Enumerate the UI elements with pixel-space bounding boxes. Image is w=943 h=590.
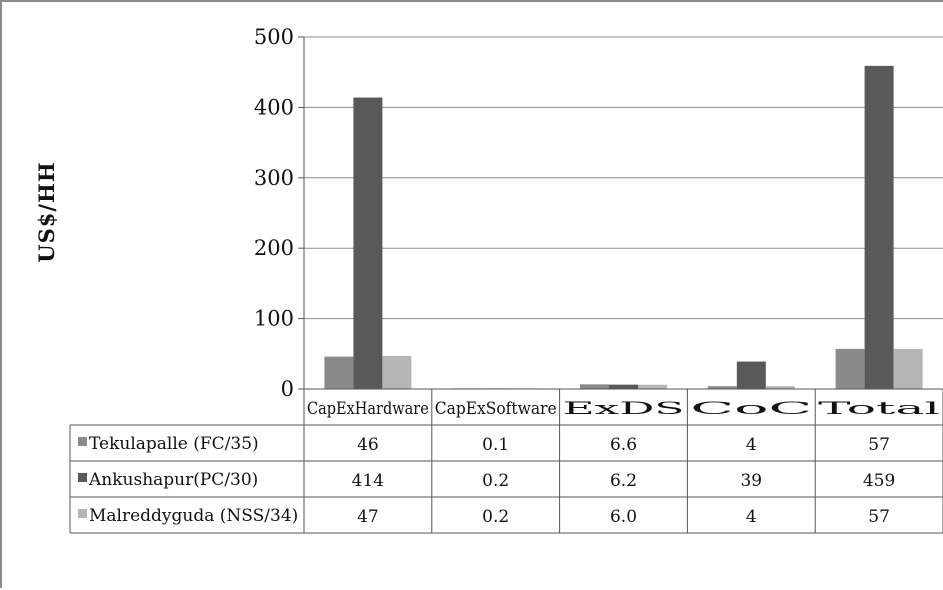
legend-swatch: [78, 437, 87, 446]
category-label: CapExHardware: [307, 399, 429, 419]
bar-3-1: [736, 361, 766, 389]
y-tick-label: 0: [281, 377, 294, 401]
bar-4-1: [864, 65, 894, 389]
y-tick-label: 500: [254, 25, 294, 49]
legend-swatch: [78, 473, 87, 482]
table-cell: 4: [746, 507, 757, 527]
bars-layer: [324, 65, 923, 389]
bar-2-1: [609, 384, 638, 389]
category-label: CapExSoftware: [435, 399, 557, 419]
y-tick-label: 400: [254, 95, 294, 119]
table-cell: 459: [863, 471, 895, 491]
table-cell: 46: [357, 435, 379, 455]
legend-label: Malreddyguda (NSS/34): [89, 506, 298, 526]
legend-label: Tekulapalle (FC/35): [89, 434, 259, 454]
bar-0-0: [324, 356, 354, 389]
table-cell: 39: [740, 471, 762, 491]
table-cell: 47: [357, 507, 379, 527]
bar-3-2: [765, 386, 795, 389]
bar-4-0: [835, 348, 865, 389]
bar-2-2: [638, 384, 667, 389]
bar-0-1: [353, 97, 383, 389]
table-cell: 0.2: [482, 471, 509, 491]
table-cell: 57: [868, 435, 890, 455]
y-tick-label: 200: [254, 236, 294, 260]
bar-4-2: [893, 348, 923, 389]
category-label: Total: [818, 399, 940, 419]
legend-swatch: [78, 509, 87, 518]
legend-label: Ankushapur(PC/30): [88, 470, 258, 490]
grid-layer: [304, 36, 943, 320]
y-tick-label: 100: [254, 307, 294, 331]
table-cell: 57: [868, 507, 890, 527]
axis-layer: 0 100 200 300 400 500: [254, 25, 305, 401]
bar-2-0: [580, 384, 609, 389]
table-cell: 4: [746, 435, 757, 455]
y-tick-label: 300: [254, 166, 294, 190]
bar-3-0: [707, 386, 737, 389]
table-cell: 0.2: [482, 507, 509, 527]
data-table: CapExHardware CapExSoftware ExDS CoC Total Te…: [69, 388, 943, 534]
table-cell: 414: [352, 471, 384, 491]
table-cell: 6.6: [610, 435, 637, 455]
table-cell: 0.1: [482, 435, 509, 455]
category-label: ExDS: [563, 399, 685, 419]
table-cell: 6.0: [610, 507, 637, 527]
table-cell: 6.2: [610, 471, 637, 491]
category-label: CoC: [690, 399, 812, 419]
y-axis-label: US$/HH: [34, 161, 59, 262]
bar-0-2: [382, 355, 412, 389]
